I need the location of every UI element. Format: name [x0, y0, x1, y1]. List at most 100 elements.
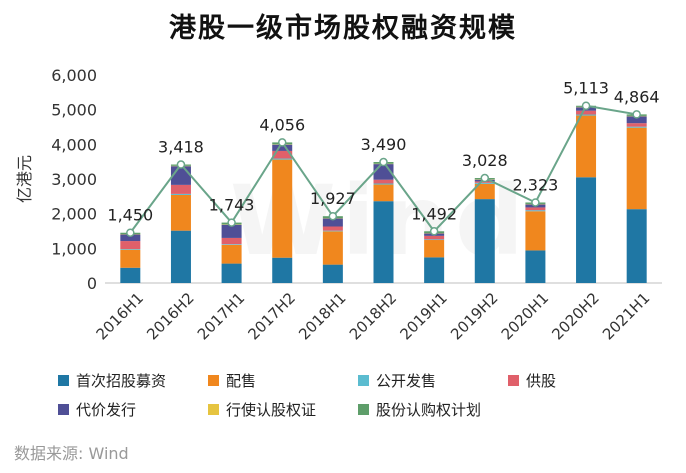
- legend-swatch-icon: [358, 375, 369, 386]
- total-data-label: 1,743: [209, 196, 255, 215]
- bar-segment: [424, 257, 445, 283]
- total-data-label: 4,056: [259, 115, 305, 134]
- legend: 首次招股募资 配售 公开发售 供股 代价发行 行使认股权证 股份认购权计划: [58, 370, 668, 420]
- bar-segment: [272, 159, 293, 258]
- bar-segment: [474, 182, 495, 184]
- bar-segment: [120, 249, 141, 250]
- legend-label: 配售: [226, 372, 257, 390]
- y-tick-label: 2,000: [51, 205, 97, 224]
- y-axis-label: 亿港元: [15, 155, 34, 203]
- bar-segment: [120, 267, 141, 283]
- bar-segment: [626, 209, 647, 283]
- bar-segment: [576, 177, 597, 283]
- bar-segment: [626, 127, 647, 210]
- legend-item: 代价发行: [58, 399, 208, 420]
- total-data-label: 4,864: [614, 87, 660, 106]
- bar-segment: [272, 158, 293, 160]
- bar-segment: [322, 231, 343, 265]
- x-tick-label: 2018H2: [346, 289, 400, 343]
- x-tick-label: 2020H2: [548, 289, 602, 343]
- y-tick-label: 5,000: [51, 101, 97, 120]
- bar-segment: [373, 183, 394, 185]
- legend-swatch-icon: [208, 404, 219, 415]
- total-data-label: 3,418: [158, 138, 204, 157]
- bar-segment: [373, 184, 394, 202]
- bar-segment: [272, 257, 293, 283]
- x-tick-label: 2019H2: [447, 289, 501, 343]
- legend-item: 行使认股权证: [208, 399, 358, 420]
- bar-segment: [576, 110, 597, 115]
- bar-segment: [576, 115, 597, 178]
- chart-title: 港股一级市场股权融资规模: [169, 13, 517, 44]
- bar-segment: [170, 194, 191, 231]
- y-tick-label: 3,000: [51, 170, 97, 189]
- bar-segment: [525, 207, 546, 211]
- bar-segment: [170, 193, 191, 195]
- total-data-label: 1,492: [411, 204, 457, 223]
- bar-segment: [170, 230, 191, 283]
- bar-segment: [626, 126, 647, 128]
- total-data-label: 1,927: [310, 189, 356, 208]
- legend-swatch-icon: [58, 375, 69, 386]
- bar-segment: [322, 218, 343, 227]
- source-note: 数据来源: Wind: [14, 444, 129, 463]
- bar-segment: [474, 199, 495, 283]
- y-tick-label: 1,000: [51, 239, 97, 258]
- legend-item: 供股: [508, 370, 658, 391]
- x-tick-label: 2019H1: [396, 289, 450, 343]
- total-data-label: 2,323: [513, 175, 559, 194]
- total-point: [379, 157, 388, 167]
- total-point: [176, 160, 186, 169]
- legend-swatch-icon: [208, 375, 219, 386]
- bar-segment: [221, 244, 242, 245]
- bar-segment: [120, 241, 141, 250]
- total-data-label: 1,450: [107, 206, 153, 225]
- bar-segment: [373, 179, 394, 184]
- bar-segment: [525, 250, 546, 283]
- legend-item: 首次招股募资: [58, 370, 208, 391]
- total-point: [328, 211, 338, 221]
- bar-segment: [272, 144, 293, 151]
- legend-label: 供股: [526, 372, 557, 390]
- bar-segment: [474, 183, 495, 200]
- bar-segment: [424, 239, 445, 241]
- bar-segment: [120, 234, 141, 242]
- x-tick-label: 2017H2: [245, 289, 299, 343]
- x-tick-label: 2016H1: [93, 289, 147, 343]
- x-tick-label: 2018H1: [295, 289, 349, 343]
- bar-segment: [576, 114, 597, 116]
- y-tick-label: 0: [87, 274, 97, 293]
- bar-segment: [272, 150, 293, 159]
- bar-segment: [322, 264, 343, 283]
- legend-swatch-icon: [508, 375, 519, 386]
- legend-item: 配售: [208, 370, 358, 391]
- x-tick-label: 2017H1: [194, 289, 248, 343]
- bar-segment: [221, 224, 242, 238]
- total-point: [632, 110, 641, 119]
- total-data-label: 3,490: [361, 135, 407, 154]
- x-tick-label: 2016H2: [143, 289, 197, 343]
- bar-segment: [322, 226, 343, 231]
- bar-segment: [221, 244, 242, 264]
- y-tick-label: 6,000: [51, 66, 97, 85]
- x-tick-label: 2021H1: [599, 289, 653, 343]
- total-point: [277, 138, 287, 147]
- legend-swatch-icon: [358, 404, 369, 415]
- legend-label: 公开发售: [376, 372, 437, 390]
- bar-segment: [525, 211, 546, 251]
- bar-segment: [424, 235, 445, 240]
- bar-segment: [221, 237, 242, 245]
- bar-segment: [626, 116, 647, 124]
- total-point: [126, 228, 135, 237]
- bar-segment: [525, 210, 546, 212]
- total-point: [429, 227, 439, 236]
- x-tick-label: 2020H1: [498, 289, 552, 343]
- legend-label: 首次招股募资: [76, 372, 167, 390]
- bar-segment: [221, 263, 242, 283]
- total-point: [480, 173, 490, 183]
- bar-segment: [120, 249, 141, 268]
- y-tick-label: 4,000: [51, 135, 97, 154]
- legend-label: 行使认股权证: [226, 401, 317, 419]
- total-point: [227, 218, 236, 227]
